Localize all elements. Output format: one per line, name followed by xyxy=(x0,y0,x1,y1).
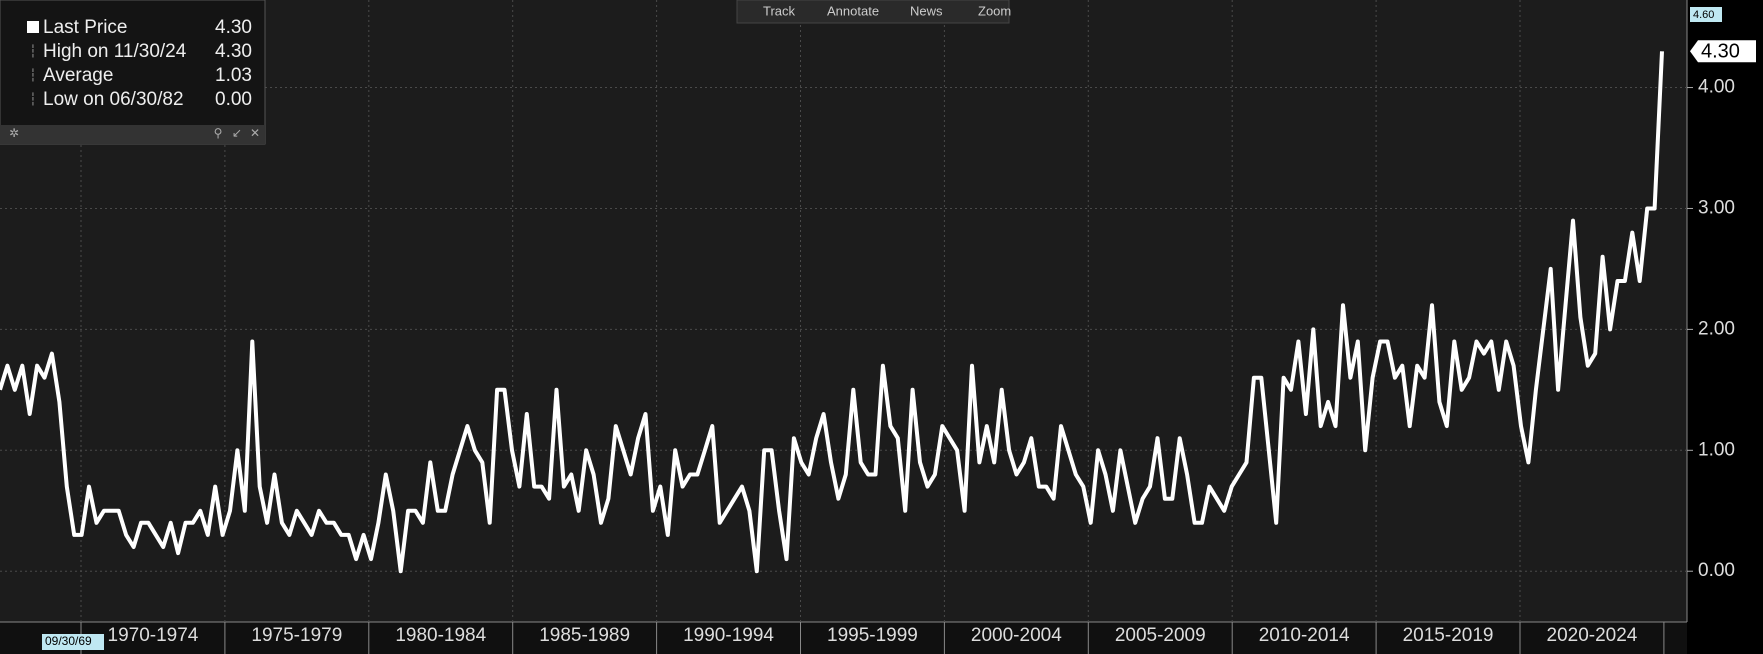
legend-footer xyxy=(0,125,265,144)
legend-box xyxy=(0,0,266,145)
x-axis-area xyxy=(0,622,1687,654)
x-band-label: 1980-1984 xyxy=(395,625,486,646)
x-band-label: 2020-2024 xyxy=(1547,625,1638,646)
x-band-label: 2005-2009 xyxy=(1115,625,1206,646)
legend-icon: ┆ xyxy=(29,44,36,58)
x-band-label: 1970-1974 xyxy=(108,625,199,646)
legend-icon: ┆ xyxy=(29,68,36,82)
toolbar-button[interactable]: Annotate xyxy=(827,3,879,18)
x-band-label: 1985-1989 xyxy=(539,625,630,646)
x-band-label: 1975-1979 xyxy=(251,625,342,646)
y-tick-label: 4.00 xyxy=(1698,77,1735,98)
y-axis-area xyxy=(1687,0,1763,654)
legend-value: 0.00 xyxy=(215,89,252,110)
x-start-tag xyxy=(42,634,104,650)
toolbar-button[interactable]: Zoom xyxy=(978,3,1011,18)
toolbar-button[interactable]: Track xyxy=(763,3,796,18)
y-tick-label: 2.00 xyxy=(1698,318,1735,339)
price-line xyxy=(0,51,1664,574)
y-tick-label: 3.00 xyxy=(1698,197,1735,218)
y-tick-label: 0.00 xyxy=(1698,560,1735,581)
last-price-tag xyxy=(1690,40,1756,63)
x-band-label: 2015-2019 xyxy=(1403,625,1494,646)
legend-value: 4.30 xyxy=(215,17,252,38)
x-start-label: 09/30/69 xyxy=(45,634,92,648)
legend-label: Low on 06/30/82 xyxy=(43,89,184,110)
x-band-label: 1990-1994 xyxy=(683,625,774,646)
x-band-label: 2000-2004 xyxy=(971,625,1062,646)
last-price-label: 4.30 xyxy=(1701,41,1740,63)
x-band-label: 1995-1999 xyxy=(827,625,918,646)
toolbar xyxy=(736,0,1010,24)
legend-label: High on 11/30/24 xyxy=(43,41,187,62)
legend-value: 4.30 xyxy=(215,41,252,62)
x-band-label: 2010-2014 xyxy=(1259,625,1350,646)
close-icon[interactable]: ✕ xyxy=(250,126,260,140)
legend-label: Last Price xyxy=(43,17,127,38)
minimize-icon[interactable]: ↙ xyxy=(232,126,242,140)
settings-icon[interactable]: ✲ xyxy=(9,126,19,140)
legend-value: 1.03 xyxy=(215,65,252,86)
legend-swatch xyxy=(27,21,39,33)
legend-label: Average xyxy=(43,65,113,86)
toolbar-button[interactable]: News xyxy=(910,3,943,18)
ymax-tag-box xyxy=(1690,7,1722,22)
legend-icon: ┆ xyxy=(29,92,36,106)
pin-icon[interactable]: ⚲ xyxy=(214,126,223,140)
y-tick-label: 1.00 xyxy=(1698,439,1735,460)
ymax-tag-label: 4.60 xyxy=(1693,9,1714,21)
